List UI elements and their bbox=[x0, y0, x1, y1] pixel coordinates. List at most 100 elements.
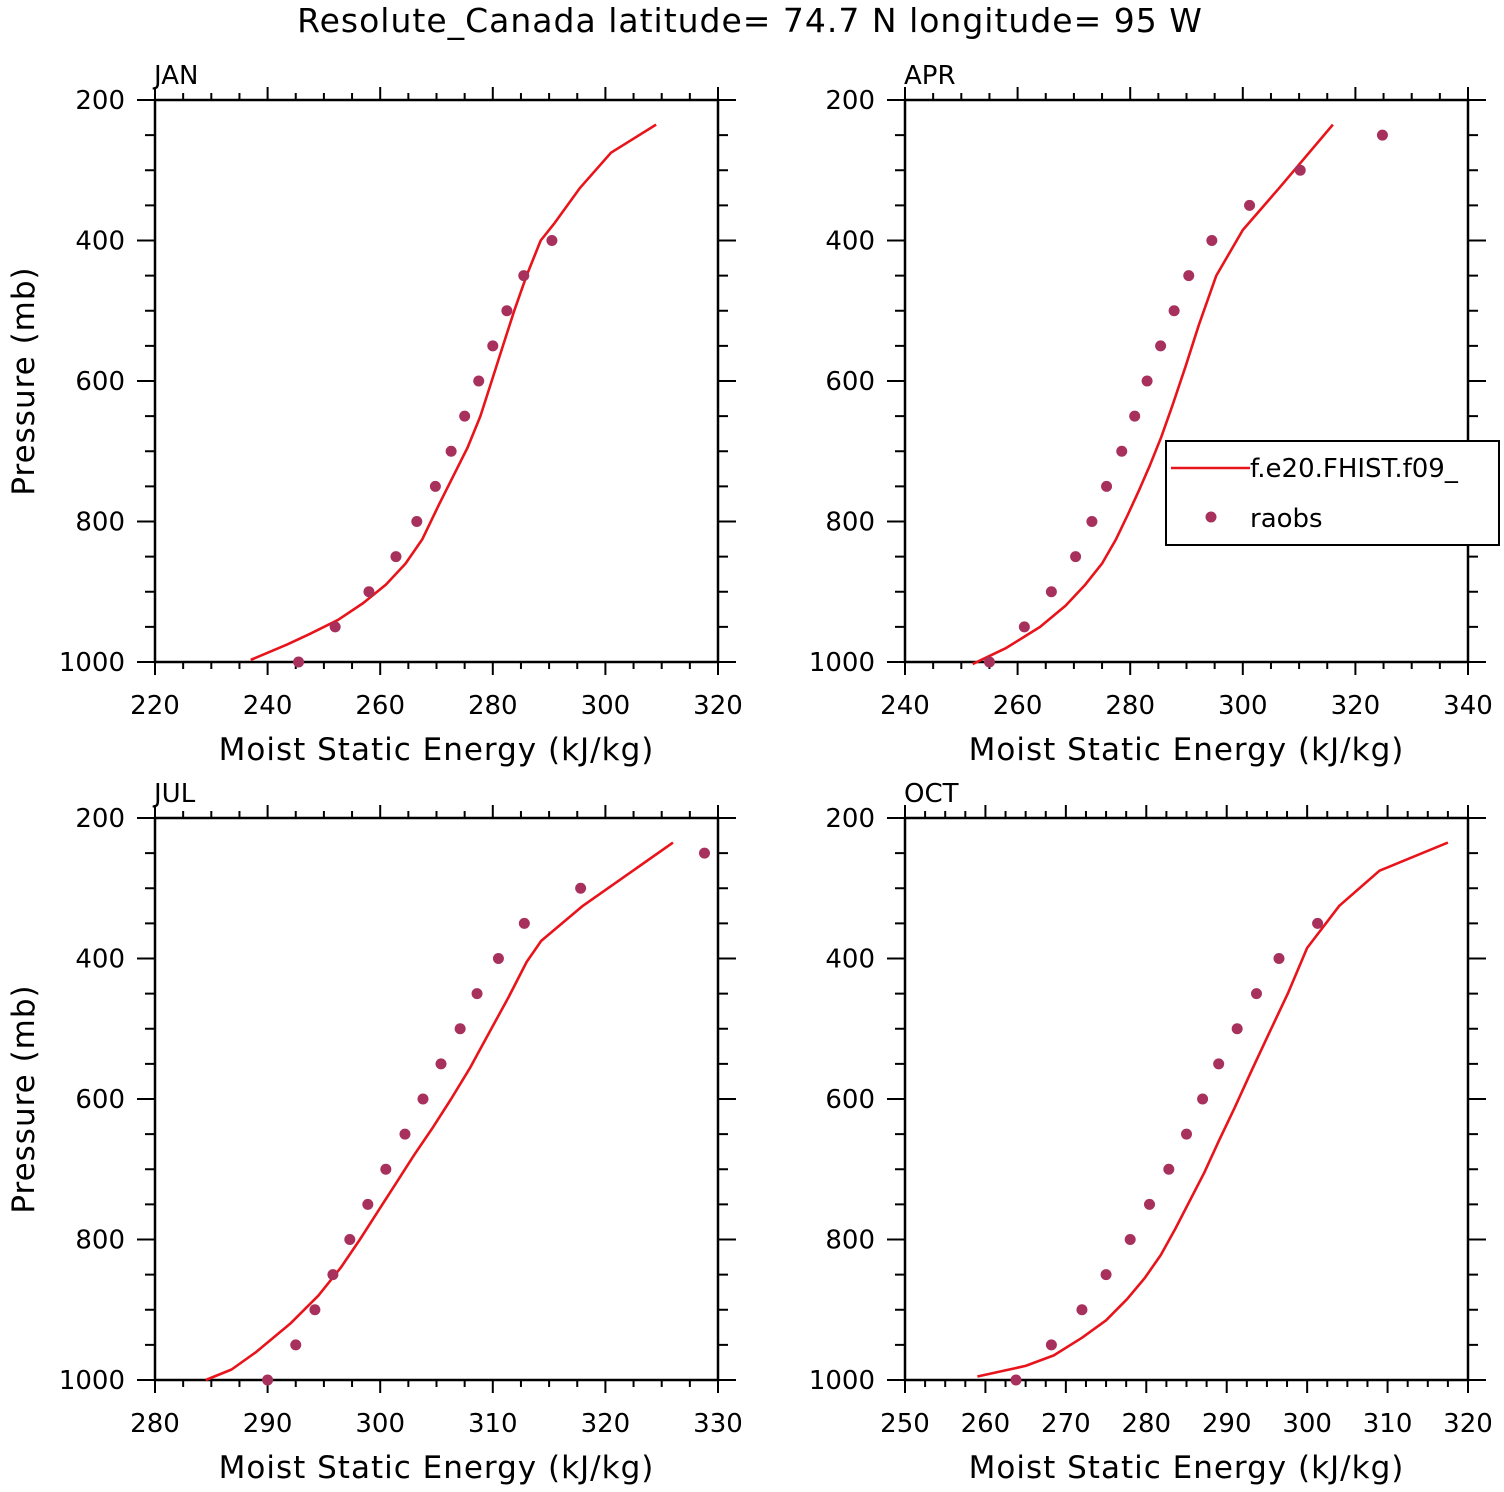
x-tick-label: 280 bbox=[130, 1409, 180, 1439]
raobs-point bbox=[492, 953, 504, 964]
x-tick-label: 320 bbox=[1331, 691, 1381, 721]
raobs-point bbox=[429, 480, 441, 492]
raobs-point bbox=[1183, 270, 1195, 282]
y-tick-label: 800 bbox=[75, 1226, 125, 1256]
legend-model-label: f.e20.FHIST.f09_ bbox=[1250, 454, 1459, 484]
raobs-point bbox=[518, 270, 530, 282]
x-tick-label: 240 bbox=[880, 691, 930, 721]
raobs-point bbox=[501, 305, 513, 317]
y-tick-label: 1000 bbox=[809, 1366, 875, 1396]
raobs-point bbox=[1045, 1339, 1057, 1351]
x-axis-label: Moist Static Energy (kJ/kg) bbox=[219, 1450, 655, 1486]
x-tick-label: 340 bbox=[1443, 691, 1493, 721]
raobs-point bbox=[1086, 516, 1098, 527]
x-tick-label: 330 bbox=[693, 1409, 743, 1439]
raobs-point bbox=[1294, 164, 1306, 176]
x-tick-label: 260 bbox=[993, 691, 1043, 721]
raobs-point bbox=[1312, 917, 1324, 929]
figure-title: Resolute_Canada latitude= 74.7 N longitu… bbox=[297, 1, 1203, 40]
x-tick-label: 270 bbox=[1041, 1409, 1091, 1439]
x-tick-label: 280 bbox=[1105, 691, 1155, 721]
model-profile-line bbox=[972, 123, 1334, 666]
raobs-point bbox=[698, 847, 710, 859]
panel-label: JAN bbox=[152, 61, 198, 91]
y-tick-label: 400 bbox=[825, 945, 875, 975]
raobs-point bbox=[1250, 988, 1262, 1000]
x-tick-label: 310 bbox=[1363, 1409, 1413, 1439]
panel-apr: APR 240 260 280 300 320 340 200 400 600 800 1000 Moi… bbox=[809, 61, 1500, 768]
y-tick-label: 800 bbox=[825, 1226, 875, 1256]
y-tick-label: 600 bbox=[825, 1085, 875, 1115]
raobs-point bbox=[1273, 953, 1285, 964]
model-profile-line bbox=[205, 841, 674, 1382]
raobs-point bbox=[1141, 375, 1153, 387]
y-axis-label: Pressure (mb) bbox=[6, 266, 42, 495]
raobs-point bbox=[1101, 480, 1113, 492]
y-tick-label: 600 bbox=[825, 367, 875, 397]
plot-frame bbox=[153, 98, 720, 664]
x-tick-label: 290 bbox=[243, 1409, 293, 1439]
x-tick-label: 300 bbox=[1282, 1409, 1332, 1439]
legend: f.e20.FHIST.f09_raobs bbox=[1165, 440, 1500, 546]
panel-jan: JAN 220 240 260 280 300 320 200 400 600 800 1000 Moi… bbox=[6, 61, 743, 768]
raobs-point bbox=[1116, 445, 1128, 457]
y-tick-label: 200 bbox=[75, 804, 125, 834]
x-tick-label: 220 bbox=[130, 691, 180, 721]
x-tick-label: 280 bbox=[468, 691, 518, 721]
x-tick-label: 260 bbox=[355, 691, 405, 721]
x-tick-label: 300 bbox=[581, 691, 631, 721]
raobs-point bbox=[1076, 1304, 1088, 1316]
panel-jul: JUL 280 290 300 310 320 330 200 400 600 800 1000 Moi… bbox=[6, 779, 743, 1486]
x-tick-label: 250 bbox=[880, 1409, 930, 1439]
x-tick-label: 320 bbox=[581, 1409, 631, 1439]
x-tick-label: 310 bbox=[468, 1409, 518, 1439]
model-profile-line bbox=[977, 841, 1449, 1378]
x-tick-label: 290 bbox=[1202, 1409, 1252, 1439]
panel-label: APR bbox=[904, 61, 956, 91]
y-axis-label: Pressure (mb) bbox=[6, 984, 42, 1213]
y-tick-label: 400 bbox=[75, 945, 125, 975]
x-axis-label: Moist Static Energy (kJ/kg) bbox=[969, 1450, 1405, 1486]
raobs-point bbox=[363, 586, 375, 598]
raobs-point bbox=[454, 1023, 466, 1035]
raobs-point bbox=[546, 235, 558, 246]
plot-frame bbox=[903, 98, 1470, 664]
raobs-point bbox=[1144, 1198, 1156, 1210]
raobs-point bbox=[1206, 235, 1218, 246]
x-tick-label: 240 bbox=[243, 691, 293, 721]
x-axis-label: Moist Static Energy (kJ/kg) bbox=[969, 732, 1405, 768]
raobs-point bbox=[473, 375, 485, 387]
y-tick-label: 400 bbox=[825, 227, 875, 257]
raobs-point bbox=[471, 988, 483, 1000]
raobs-point bbox=[1231, 1023, 1243, 1035]
y-tick-label: 800 bbox=[825, 508, 875, 538]
raobs-point bbox=[1168, 305, 1180, 317]
raobs-point bbox=[293, 656, 305, 668]
y-tick-label: 600 bbox=[75, 1085, 125, 1115]
y-tick-label: 600 bbox=[75, 367, 125, 397]
raobs-point bbox=[487, 340, 499, 352]
raobs-point bbox=[1244, 199, 1256, 211]
raobs-point bbox=[411, 516, 423, 527]
y-tick-label: 200 bbox=[825, 804, 875, 834]
raobs-point bbox=[1100, 1269, 1112, 1281]
plot-frame bbox=[903, 816, 1470, 1382]
y-tick-label: 200 bbox=[75, 86, 125, 116]
raobs-point bbox=[262, 1374, 274, 1386]
y-tick-label: 800 bbox=[75, 508, 125, 538]
raobs-point bbox=[445, 445, 457, 457]
raobs-point bbox=[575, 882, 587, 894]
raobs-point bbox=[399, 1128, 411, 1140]
panel-label: JUL bbox=[152, 779, 196, 809]
raobs-point bbox=[329, 621, 341, 633]
legend-dot-swatch bbox=[1205, 511, 1217, 523]
legend-box bbox=[1165, 440, 1500, 546]
raobs-point bbox=[309, 1304, 321, 1316]
raobs-point bbox=[1155, 340, 1167, 352]
raobs-point bbox=[1197, 1093, 1209, 1105]
raobs-point bbox=[1045, 586, 1057, 598]
raobs-point bbox=[1376, 129, 1388, 141]
raobs-point bbox=[1070, 551, 1082, 563]
x-tick-label: 300 bbox=[1218, 691, 1268, 721]
